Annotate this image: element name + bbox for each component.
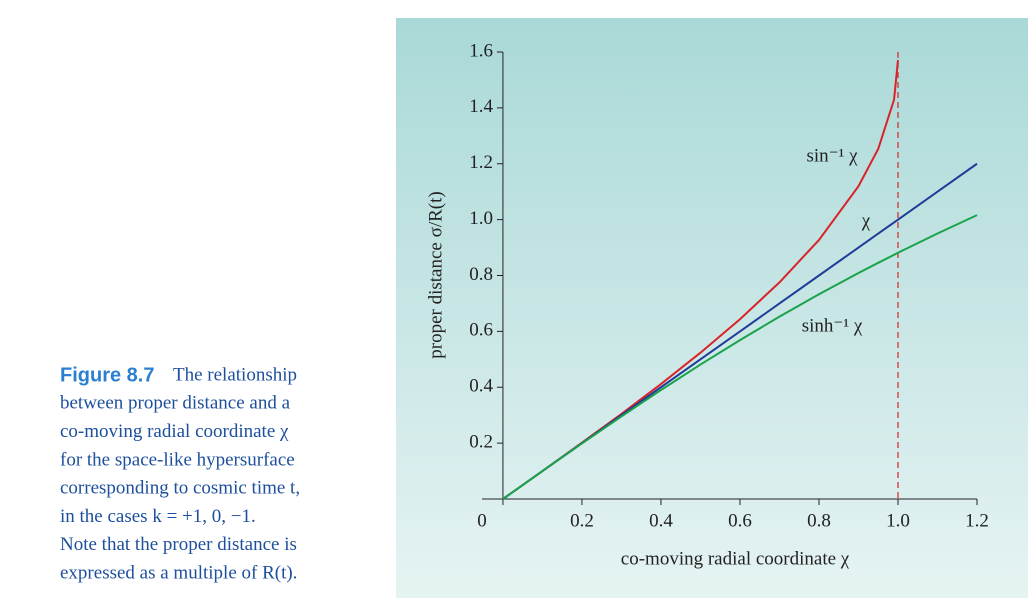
x-tick-label: 1.0 bbox=[886, 510, 910, 531]
y-tick-label: 1.4 bbox=[469, 96, 493, 117]
caption-line: co-moving radial coordinate χ bbox=[60, 421, 289, 442]
y-tick-label: 0.6 bbox=[469, 320, 493, 341]
plot-panel bbox=[396, 18, 1028, 598]
caption-line: expressed as a multiple of R(t). bbox=[60, 562, 297, 583]
series-line bbox=[502, 214, 978, 500]
x-axis-label: co-moving radial coordinate χ bbox=[621, 548, 850, 569]
caption-line: The relationship bbox=[173, 364, 297, 385]
x-tick-label: 0.8 bbox=[807, 510, 831, 531]
caption-line: in the cases k = +1, 0, −1. bbox=[60, 506, 256, 527]
caption-line: for the space-like hypersurface bbox=[60, 449, 295, 470]
series-label: sinh⁻¹ χ bbox=[802, 315, 863, 336]
x-tick-label: 0.6 bbox=[728, 510, 752, 531]
y-tick-label: 0.2 bbox=[469, 431, 493, 452]
y-tick-label: 0.8 bbox=[469, 264, 493, 285]
caption-line: between proper distance and a bbox=[60, 393, 291, 414]
series-label: χ bbox=[861, 210, 871, 231]
x-tick-label: 0.4 bbox=[649, 510, 673, 531]
y-tick-label: 1.0 bbox=[469, 208, 493, 229]
caption-line: Note that the proper distance is bbox=[60, 534, 297, 555]
x-tick-label: 1.2 bbox=[965, 510, 989, 531]
x-tick-label: 0.2 bbox=[570, 510, 594, 531]
y-tick-label: 0.4 bbox=[469, 376, 493, 397]
x-tick-label: 0 bbox=[477, 510, 487, 531]
y-axis-label: proper distance σ/R(t) bbox=[425, 191, 446, 358]
series-label: sin⁻¹ χ bbox=[806, 145, 858, 166]
caption-line: corresponding to cosmic time t, bbox=[60, 478, 300, 499]
y-tick-label: 1.2 bbox=[469, 152, 493, 173]
y-tick-label: 1.6 bbox=[469, 40, 493, 61]
caption-label: Figure 8.7 bbox=[60, 364, 154, 386]
